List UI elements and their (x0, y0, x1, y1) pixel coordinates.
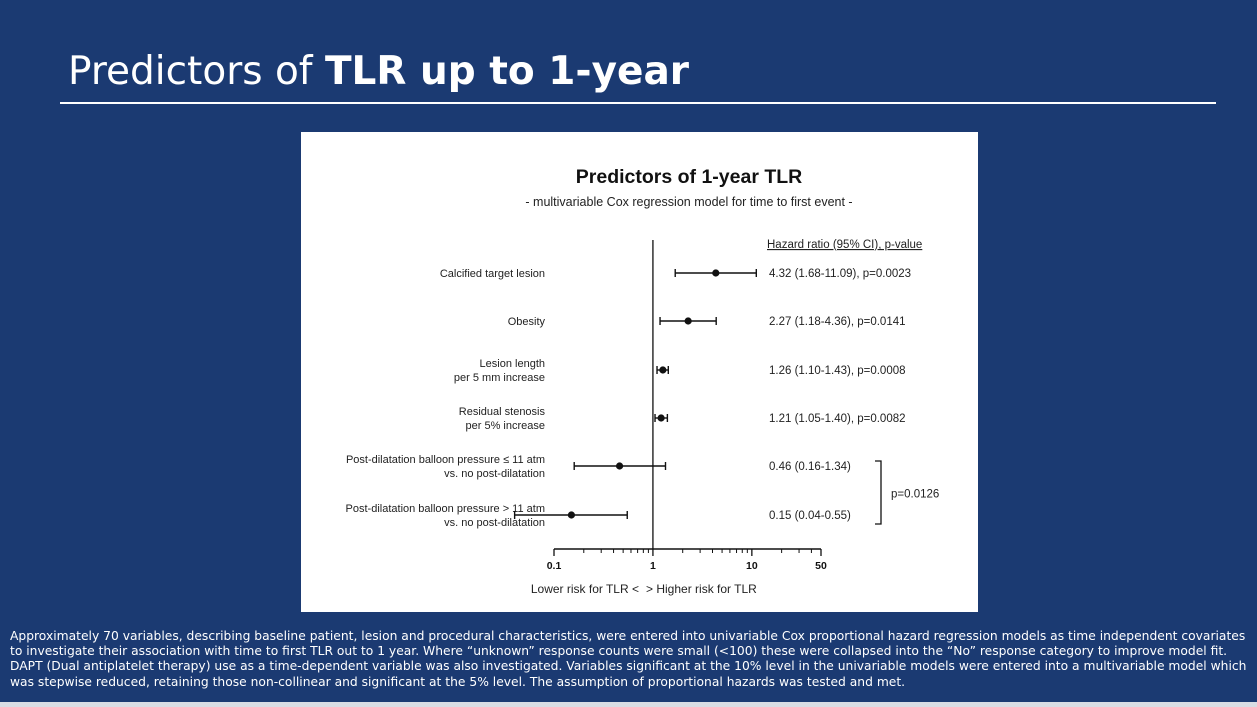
column-header: Hazard ratio (95% CI), p-value (767, 239, 922, 251)
hazard-ratio-point (567, 511, 576, 519)
forest-plot: Predictors of 1-year TLR - multivariable… (346, 166, 940, 596)
forest-plot-panel: Predictors of 1-year TLR - multivariable… (301, 132, 978, 612)
plot-layer: 0.1 1 10 50 Calcified target lesion 4.32 (1.6… (346, 240, 939, 572)
row-label: Post-dilatation balloon pressure ≤ 11 at… (346, 454, 545, 466)
row-value: 2.27 (1.18-4.36), p=0.0141 (769, 316, 906, 328)
group-bracket (875, 460, 882, 525)
row-value: 1.21 (1.05-1.40), p=0.0082 (769, 413, 906, 425)
hazard-ratio-point (615, 462, 624, 470)
slide-title-prefix: Predictors of (68, 49, 325, 94)
hazard-ratio-point (684, 317, 692, 325)
row-value: 1.26 (1.10-1.43), p=0.0008 (769, 365, 906, 377)
row-label-sub: per 5% increase (466, 420, 546, 432)
row-value: 4.32 (1.68-11.09), p=0.0023 (769, 268, 911, 280)
row-value: 0.46 (0.16-1.34) (769, 461, 851, 473)
chart-subtitle: - multivariable Cox regression model for… (525, 195, 852, 209)
bottom-strip (0, 702, 1257, 707)
row-label: Lesion length (480, 358, 545, 370)
slide-title: Predictors of TLR up to 1-year (68, 48, 689, 96)
row-label: Post-dilatation balloon pressure > 11 at… (346, 503, 545, 515)
x-tick-label: 10 (746, 560, 758, 572)
row-label-sub: vs. no post-dilatation (444, 468, 545, 480)
row-value: 0.15 (0.04-0.55) (769, 510, 851, 522)
x-tick-label: 1 (650, 560, 656, 572)
row-label: Obesity (508, 316, 546, 328)
title-underline (60, 102, 1216, 104)
hazard-ratio-point (657, 414, 665, 422)
x-tick-label: 0.1 (547, 560, 562, 572)
row-label-sub: vs. no post-dilatation (444, 517, 545, 529)
x-tick-label: 50 (815, 560, 827, 572)
x-label-right: > Higher risk for TLR (646, 582, 757, 596)
row-label: Calcified target lesion (440, 268, 545, 280)
hazard-ratio-point (712, 269, 720, 277)
methods-footnote: Approximately 70 variables, describing b… (10, 629, 1247, 689)
group-p-value: p=0.0126 (891, 489, 939, 501)
row-label: Residual stenosis (459, 406, 546, 418)
row-label-sub: per 5 mm increase (454, 372, 545, 384)
hazard-ratio-point (659, 366, 667, 374)
chart-title: Predictors of 1-year TLR (576, 166, 802, 188)
x-label-left: Lower risk for TLR < (531, 582, 639, 596)
slide-title-bold: TLR up to 1-year (324, 49, 690, 94)
